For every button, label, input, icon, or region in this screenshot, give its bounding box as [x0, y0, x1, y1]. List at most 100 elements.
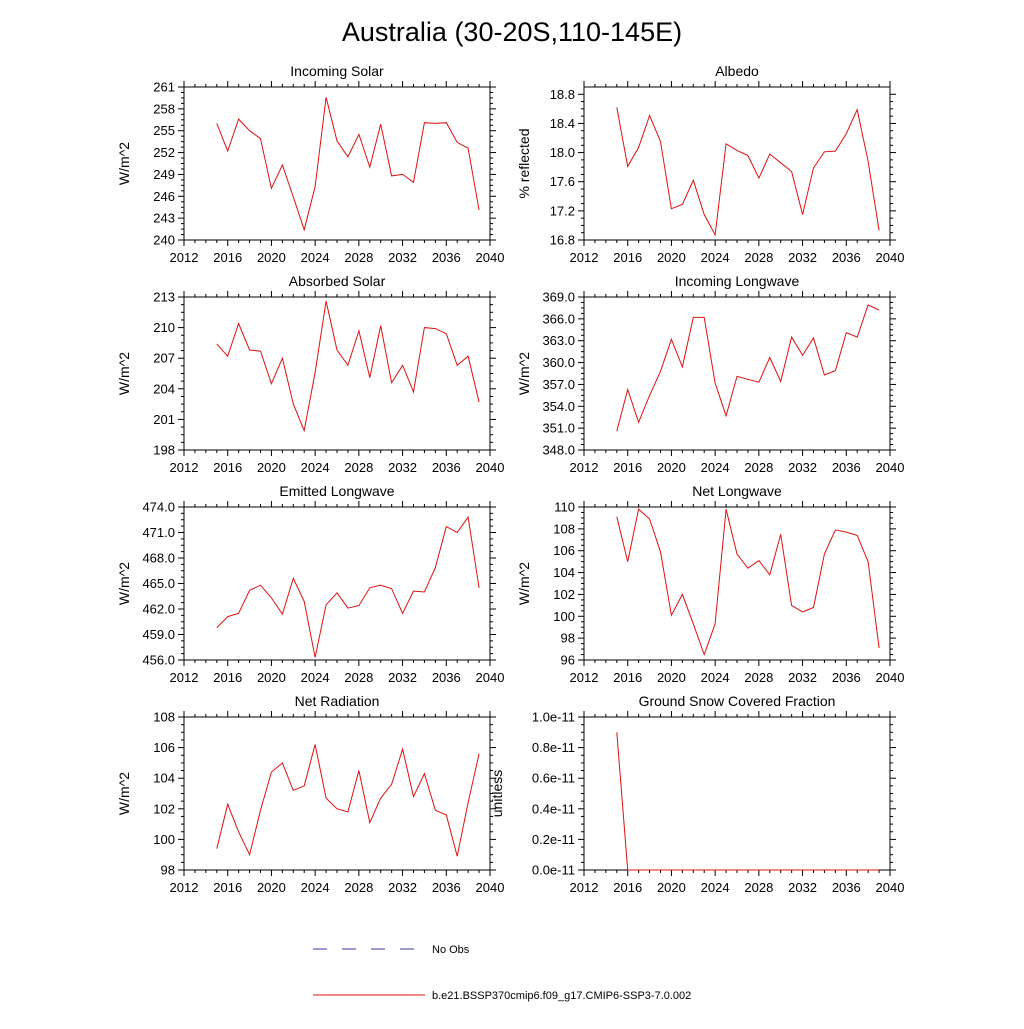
- net-radiation-ytick-label: 104: [153, 771, 175, 786]
- absorbed-solar-xtick-label: 2020: [257, 460, 286, 475]
- incoming-solar-xtick-label: 2036: [432, 250, 461, 265]
- incoming-solar-ytick-label: 249: [153, 167, 175, 182]
- albedo-ytick-label: 17.2: [550, 203, 575, 218]
- incoming-longwave-ytick-label: 360.0: [542, 355, 575, 370]
- incoming-solar-ytick-label: 252: [153, 145, 175, 160]
- net-longwave-ytick-label: 108: [553, 521, 575, 536]
- emitted-longwave-xtick-label: 2012: [170, 670, 199, 685]
- net-longwave-ytick-label: 110: [554, 500, 575, 515]
- emitted-longwave-ytick-label: 462.0: [142, 602, 175, 617]
- incoming-longwave-ytick-label: 366.0: [542, 311, 575, 326]
- ground-snow-covered-fraction-title: Ground Snow Covered Fraction: [639, 693, 836, 709]
- ground-snow-covered-fraction-ytick-label: 0.6e-11: [532, 771, 575, 786]
- incoming-longwave-xtick-label: 2028: [744, 460, 773, 475]
- incoming-solar-xtick-label: 2032: [388, 250, 417, 265]
- albedo-ylabel: % reflected: [516, 128, 532, 198]
- emitted-longwave-xtick-label: 2036: [432, 670, 461, 685]
- albedo-ytick-label: 17.6: [550, 174, 575, 189]
- net-radiation-xtick-label: 2032: [388, 880, 417, 895]
- ground-snow-covered-fraction-xtick-label: 2012: [570, 880, 599, 895]
- incoming-longwave-xtick-label: 2036: [832, 460, 861, 475]
- net-longwave-xtick-label: 2036: [832, 670, 861, 685]
- incoming-solar-title: Incoming Solar: [290, 63, 384, 79]
- emitted-longwave-title: Emitted Longwave: [279, 483, 394, 499]
- albedo-xtick-label: 2040: [876, 250, 905, 265]
- net-longwave-ytick-label: 98: [561, 631, 575, 646]
- absorbed-solar-xtick-label: 2012: [170, 460, 199, 475]
- panel-incoming-solar: Incoming Solar W/m^2 2012 2016 2020 2024 2028 2…: [116, 63, 504, 265]
- panel-net-radiation: Net Radiation W/m^2 2012 2016 2020 2024 2028 20…: [116, 693, 504, 895]
- absorbed-solar-ytick-label: 198: [153, 443, 175, 458]
- incoming-solar-ytick-label: 261: [153, 80, 175, 95]
- albedo-ytick-label: 16.8: [550, 233, 575, 248]
- incoming-solar-xtick-label: 2020: [257, 250, 286, 265]
- incoming-solar-ytick-label: 258: [153, 101, 175, 116]
- emitted-longwave-series-line: [216, 515, 480, 658]
- absorbed-solar-title: Absorbed Solar: [289, 273, 386, 289]
- net-radiation-ytick-label: 98: [161, 863, 175, 878]
- absorbed-solar-xtick-label: 2024: [301, 460, 330, 475]
- emitted-longwave-xtick-label: 2020: [257, 670, 286, 685]
- emitted-longwave-xtick-label: 2032: [388, 670, 417, 685]
- ground-snow-covered-fraction-xtick-label: 2020: [657, 880, 686, 895]
- albedo-series-line: [616, 107, 880, 237]
- incoming-solar-ytick-label: 255: [153, 123, 175, 138]
- net-radiation-series-line: [216, 744, 480, 857]
- albedo-ytick-label: 18.8: [550, 87, 575, 102]
- albedo-xtick-label: 2028: [744, 250, 773, 265]
- absorbed-solar-ytick-label: 210: [153, 320, 175, 335]
- net-radiation-ylabel: W/m^2: [116, 772, 132, 815]
- panel-absorbed-solar: Absorbed Solar W/m^2 2012 2016 2020 2024 2028 2…: [116, 273, 504, 475]
- net-radiation-title: Net Radiation: [295, 693, 380, 709]
- panel-emitted-longwave: Emitted Longwave W/m^2 2012 2016 2020 2024 202…: [116, 483, 504, 685]
- incoming-longwave-xtick-label: 2012: [570, 460, 599, 475]
- absorbed-solar-xtick-label: 2032: [388, 460, 417, 475]
- net-longwave-xtick-label: 2016: [613, 670, 642, 685]
- incoming-longwave-ytick-label: 351.0: [542, 421, 575, 436]
- net-longwave-series-line: [616, 508, 880, 656]
- net-longwave-xtick-label: 2028: [744, 670, 773, 685]
- albedo-ytick-label: 18.4: [550, 116, 575, 131]
- incoming-solar-frame: [183, 86, 491, 241]
- panel-albedo: Albedo % reflected 2012 2016 2020 2024 2028 203…: [516, 63, 904, 265]
- net-longwave-xtick-label: 2040: [876, 670, 905, 685]
- incoming-solar-ylabel: W/m^2: [116, 142, 132, 185]
- emitted-longwave-xtick-label: 2016: [213, 670, 242, 685]
- albedo-xtick-label: 2032: [788, 250, 817, 265]
- incoming-solar-xtick-label: 2012: [170, 250, 199, 265]
- emitted-longwave-ytick-label: 456.0: [142, 653, 175, 668]
- net-radiation-ytick-label: 108: [153, 710, 175, 725]
- incoming-solar-ytick-label: 246: [153, 189, 175, 204]
- emitted-longwave-ytick-label: 465.0: [142, 576, 175, 591]
- net-longwave-ytick-label: 104: [553, 565, 575, 580]
- net-longwave-ytick-label: 96: [561, 653, 575, 668]
- emitted-longwave-ytick-label: 474.0: [142, 500, 175, 515]
- albedo-ytick-label: 18.0: [550, 145, 575, 160]
- net-longwave-xtick-label: 2012: [570, 670, 599, 685]
- absorbed-solar-ytick-label: 204: [153, 381, 175, 396]
- emitted-longwave-xtick-label: 2028: [344, 670, 373, 685]
- incoming-solar-xtick-label: 2016: [213, 250, 242, 265]
- ground-snow-covered-fraction-ytick-label: 1.0e-11: [532, 710, 575, 725]
- absorbed-solar-ytick-label: 201: [153, 412, 175, 427]
- incoming-longwave-ylabel: W/m^2: [516, 352, 532, 395]
- net-longwave-ytick-label: 100: [553, 609, 575, 624]
- albedo-xtick-label: 2036: [832, 250, 861, 265]
- albedo-xtick-label: 2016: [613, 250, 642, 265]
- ground-snow-covered-fraction-xtick-label: 2040: [876, 880, 905, 895]
- emitted-longwave-ytick-label: 459.0: [142, 627, 175, 642]
- net-longwave-xtick-label: 2020: [657, 670, 686, 685]
- ground-snow-covered-fraction-ytick-label: 0.8e-11: [532, 740, 575, 755]
- emitted-longwave-xtick-label: 2024: [301, 670, 330, 685]
- net-radiation-xtick-label: 2024: [301, 880, 330, 895]
- incoming-solar-ytick-label: 240: [153, 233, 175, 248]
- panel-net-longwave: Net Longwave W/m^2 2012 2016 2020 2024 2028 203…: [516, 483, 904, 685]
- incoming-longwave-xtick-label: 2024: [701, 460, 730, 475]
- net-radiation-ytick-label: 102: [153, 801, 175, 816]
- albedo-title: Albedo: [715, 63, 759, 79]
- absorbed-solar-xtick-label: 2028: [344, 460, 373, 475]
- ground-snow-covered-fraction-ytick-label: 0.0e-11: [532, 863, 575, 878]
- incoming-solar-xtick-label: 2028: [344, 250, 373, 265]
